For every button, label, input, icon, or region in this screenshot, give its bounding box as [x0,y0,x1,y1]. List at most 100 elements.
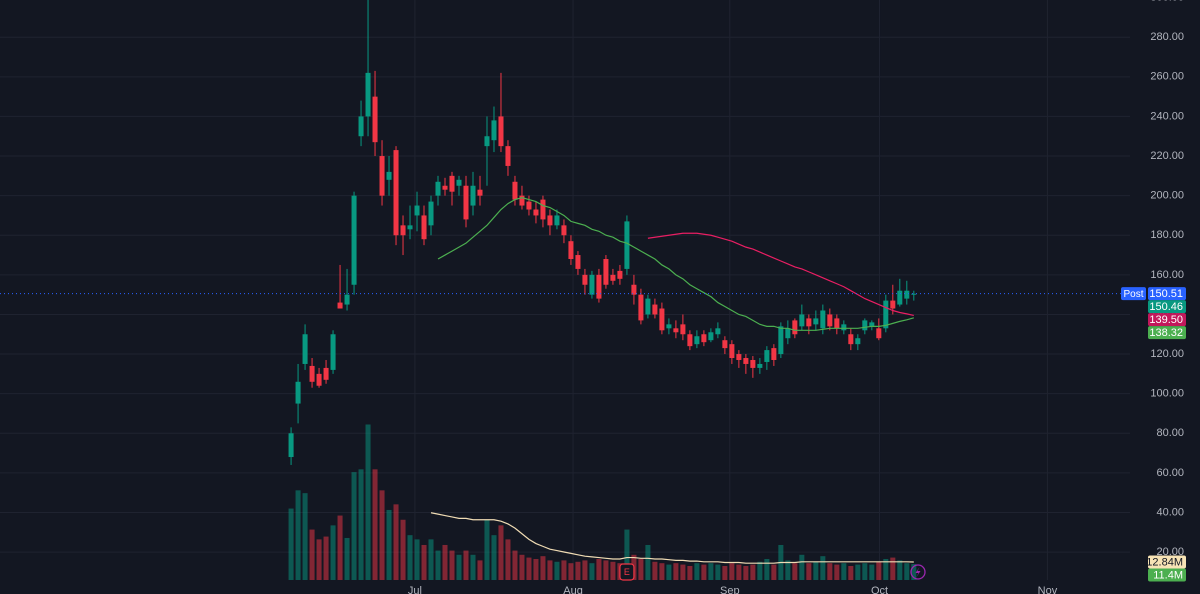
candle-body [869,322,875,327]
volume-bar [764,558,770,580]
volume-bar [715,564,721,580]
y-tick-label: 120.00 [1150,348,1184,360]
candle-body [841,324,847,331]
candle-body [491,120,497,141]
volume-bar [862,563,868,580]
volume-bar [582,560,588,580]
candle-body [596,274,602,299]
candle-body [442,185,448,190]
volume-bar [379,490,385,580]
volume-bar [701,564,707,580]
volume-bar [449,550,455,580]
volume-bar [708,563,714,580]
y-tick-label: 40.00 [1156,506,1184,518]
candle-body [694,336,700,345]
candle-body [407,225,413,230]
candle-body [477,189,483,196]
volume-bar [687,565,693,580]
volume-bar [484,519,490,580]
candle-body [449,175,455,192]
candle-body [876,328,882,339]
candle-body [582,274,588,285]
volume-bar [372,469,378,580]
volume-bar [848,565,854,580]
candle-body [540,199,546,220]
volume-bar [428,539,434,580]
axis-value-label: 11.4M [1153,569,1183,581]
candle-body [554,215,560,226]
y-tick-label: 180.00 [1150,229,1184,241]
volume-bar [652,561,658,580]
volume-bar [596,558,602,580]
candle-body [785,328,791,339]
candle-body [344,294,350,305]
candle-body [568,241,574,260]
candle-body [435,181,441,196]
volume-bar [904,563,910,580]
candle-body [750,360,756,368]
volume-bar [757,561,763,580]
volume-bar [407,535,413,580]
axis-tag-box [1121,287,1146,301]
volume-bar [498,525,504,580]
candle-body [631,284,637,295]
volume-bar [295,490,301,580]
volume-bar [911,564,917,580]
volume-bar [302,493,308,580]
candle-body [519,195,525,206]
volume-bar [827,563,833,580]
axis-tag-label: Post [1123,289,1143,300]
earnings-marker-label: E [624,567,630,577]
candle-body [428,201,434,226]
volume-bar [330,525,336,580]
volume-bar [841,563,847,580]
volume-bar [589,563,595,580]
candle-body [386,171,392,180]
axis-value-label: 138.32 [1149,327,1183,339]
x-tick-label: Nov [1038,585,1058,594]
volume-bar [736,564,742,580]
candle-body [911,293,917,295]
axis-value-label: 150.46 [1149,301,1183,313]
candle-body [505,146,511,166]
volume-bar [547,560,553,580]
candle-body [365,72,371,117]
candle-body [463,185,469,220]
candle-body [638,294,644,321]
candle-body [498,116,504,147]
y-tick-label: 20.00 [1156,546,1184,558]
candle-body [722,340,728,349]
y-tick-label: 100.00 [1150,388,1184,400]
volume-bar [463,550,469,580]
candle-body [470,185,476,206]
candle-body [575,255,581,269]
volume-bar [869,564,875,580]
volume-bar [316,539,322,580]
candle-body [701,334,707,343]
candle-body [372,96,378,143]
candle-body [624,221,630,269]
y-tick-label: 280.00 [1150,31,1184,43]
volume-bar [645,544,651,580]
candle-body [771,348,777,360]
volume-bar [771,564,777,580]
x-tick-label: Oct [871,585,888,594]
volume-bar [309,529,315,580]
volume-bar [442,544,448,580]
candle-body [610,274,616,281]
candle-body [680,324,686,335]
candle-body [645,298,651,315]
candle-body [813,318,819,325]
candle-body [806,318,812,327]
volume-bar [526,557,532,580]
y-tick-label: 240.00 [1150,110,1184,122]
axis-value-box [1148,287,1186,301]
volume-bar [337,515,343,580]
volume-bar [470,554,476,580]
volume-bar [624,529,630,580]
volume-bar [414,539,420,580]
candle-body [316,373,322,386]
axis-value-label: 139.50 [1149,314,1183,326]
volume-bar [729,563,735,580]
